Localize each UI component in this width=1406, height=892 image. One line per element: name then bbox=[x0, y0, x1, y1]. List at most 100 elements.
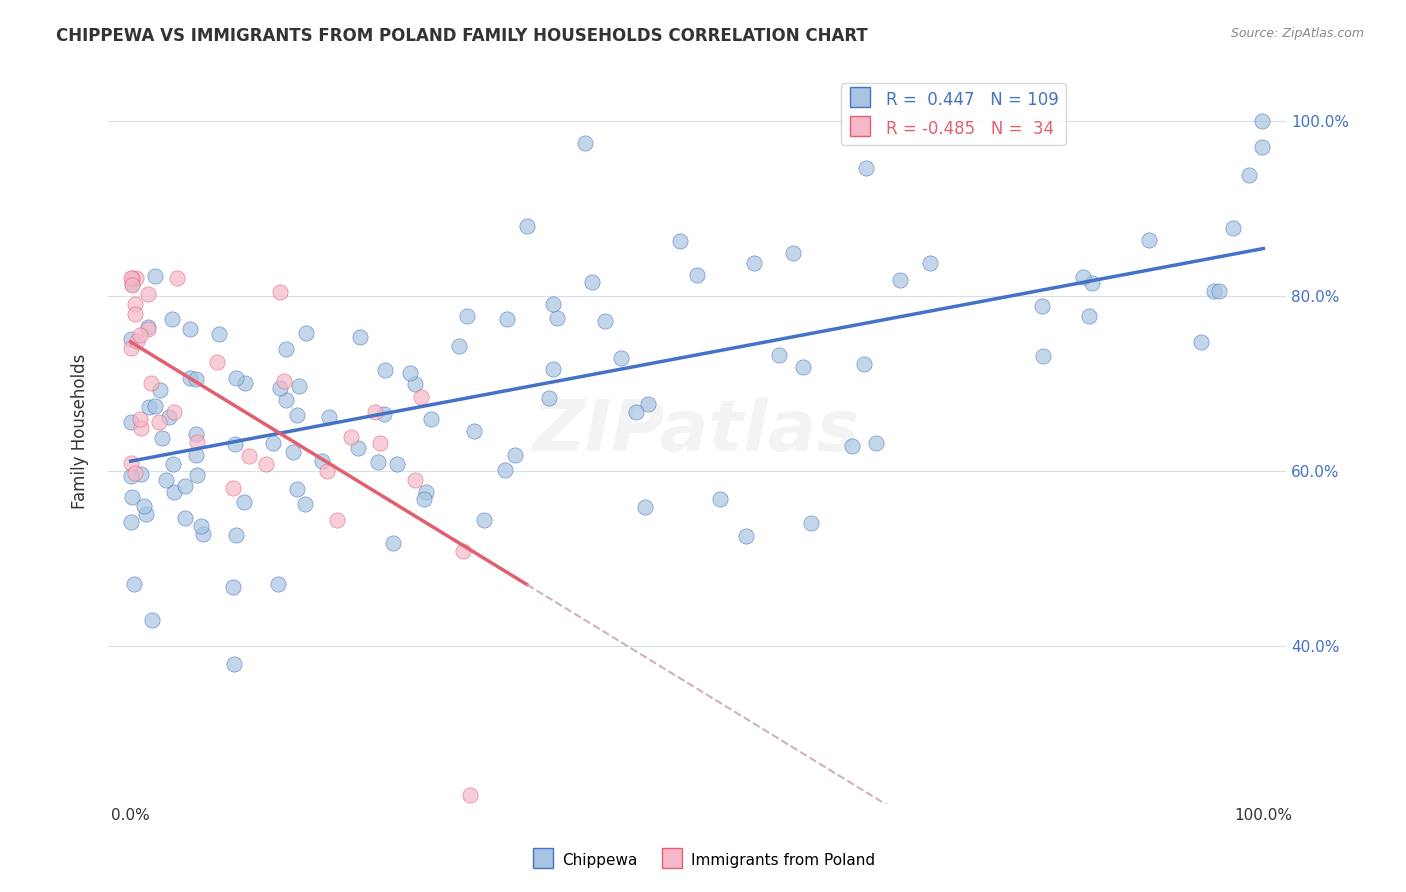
Point bbox=[415, 484, 437, 499]
Point bbox=[855, 161, 877, 175]
Point bbox=[120, 415, 142, 429]
Point bbox=[138, 287, 160, 301]
Point bbox=[285, 408, 308, 422]
Point bbox=[865, 435, 887, 450]
Point bbox=[1031, 349, 1053, 363]
Point bbox=[373, 407, 395, 421]
Point bbox=[120, 469, 142, 483]
Point bbox=[472, 513, 495, 527]
Point bbox=[269, 285, 291, 299]
Y-axis label: Family Households: Family Households bbox=[72, 354, 89, 509]
Point bbox=[800, 516, 823, 530]
Point bbox=[125, 271, 148, 285]
Point bbox=[792, 359, 814, 374]
Point bbox=[274, 393, 297, 408]
Point bbox=[841, 439, 863, 453]
Point bbox=[382, 536, 405, 550]
Point bbox=[186, 468, 208, 483]
Point bbox=[1251, 114, 1274, 128]
Point bbox=[186, 448, 208, 462]
Point bbox=[120, 341, 142, 355]
Point bbox=[411, 390, 433, 404]
Point bbox=[340, 430, 363, 444]
Point bbox=[1202, 285, 1225, 299]
Point bbox=[141, 613, 163, 627]
Point bbox=[224, 437, 246, 451]
Point bbox=[173, 479, 195, 493]
Point bbox=[404, 473, 426, 487]
Point bbox=[124, 307, 146, 321]
Point bbox=[163, 405, 186, 419]
Point bbox=[143, 399, 166, 413]
Point bbox=[742, 256, 765, 270]
Point bbox=[238, 449, 260, 463]
Point bbox=[155, 473, 177, 487]
Point bbox=[1031, 299, 1053, 313]
Point bbox=[149, 383, 172, 397]
Point bbox=[920, 256, 942, 270]
Point bbox=[267, 576, 290, 591]
Point bbox=[160, 312, 183, 326]
Point bbox=[127, 334, 149, 349]
Point bbox=[709, 491, 731, 506]
Point bbox=[316, 463, 339, 477]
Point bbox=[494, 463, 516, 477]
Point bbox=[233, 495, 256, 509]
Point bbox=[456, 310, 478, 324]
Point bbox=[1237, 168, 1260, 182]
Point bbox=[374, 362, 396, 376]
Point bbox=[136, 319, 159, 334]
Point bbox=[581, 275, 603, 289]
Point bbox=[349, 330, 371, 344]
Point bbox=[225, 528, 247, 542]
Point bbox=[889, 273, 911, 287]
Point bbox=[262, 436, 284, 450]
Point bbox=[222, 581, 245, 595]
Point bbox=[184, 427, 207, 442]
Point bbox=[186, 372, 208, 386]
Point bbox=[129, 467, 152, 482]
Point bbox=[285, 482, 308, 496]
Point bbox=[368, 435, 391, 450]
Point bbox=[541, 362, 564, 376]
Point bbox=[516, 219, 538, 233]
Point bbox=[139, 376, 162, 391]
Point bbox=[1077, 310, 1099, 324]
Point bbox=[129, 327, 152, 342]
Point bbox=[179, 371, 201, 385]
Point bbox=[610, 351, 633, 365]
Point bbox=[1222, 221, 1244, 235]
Point bbox=[852, 358, 875, 372]
Point bbox=[387, 457, 409, 471]
Point bbox=[208, 326, 231, 341]
Point bbox=[399, 366, 422, 380]
Point bbox=[295, 326, 318, 340]
Point bbox=[162, 457, 184, 471]
Point bbox=[129, 421, 152, 435]
Point bbox=[326, 513, 349, 527]
Point bbox=[546, 311, 568, 326]
Point bbox=[288, 379, 311, 393]
Point bbox=[633, 500, 655, 514]
Point bbox=[404, 377, 426, 392]
Point bbox=[136, 322, 159, 336]
Point bbox=[735, 529, 758, 543]
Point bbox=[186, 435, 208, 450]
Point bbox=[148, 415, 170, 429]
Point bbox=[124, 297, 146, 311]
Point bbox=[191, 527, 214, 541]
Point bbox=[626, 405, 648, 419]
Point bbox=[669, 234, 692, 248]
Point bbox=[537, 391, 560, 405]
Point bbox=[1137, 233, 1160, 247]
Point bbox=[574, 136, 596, 151]
Text: Source: ZipAtlas.com: Source: ZipAtlas.com bbox=[1230, 27, 1364, 40]
Point bbox=[541, 297, 564, 311]
Point bbox=[782, 246, 804, 260]
Point bbox=[233, 376, 256, 391]
Point bbox=[222, 481, 245, 495]
Point bbox=[173, 511, 195, 525]
Point bbox=[129, 411, 152, 425]
Point bbox=[254, 457, 277, 471]
Point bbox=[449, 339, 471, 353]
